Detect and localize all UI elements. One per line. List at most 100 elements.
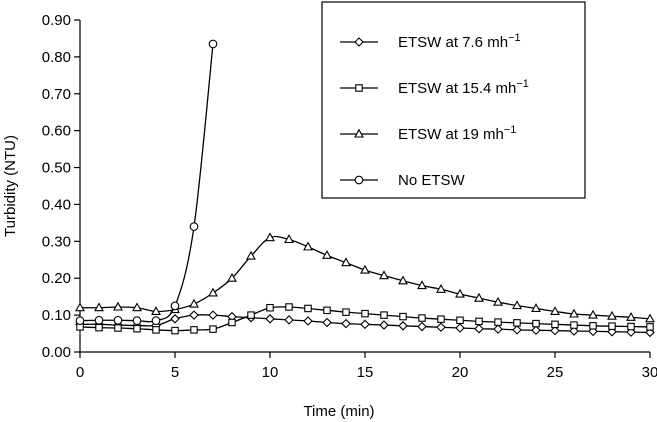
data-point bbox=[532, 319, 540, 328]
legend-label-superscript: −1 bbox=[516, 78, 529, 90]
data-point bbox=[322, 317, 332, 328]
data-point bbox=[645, 313, 655, 323]
x-tick-label: 30 bbox=[642, 364, 657, 381]
legend-label: No ETSW bbox=[398, 172, 466, 189]
data-point bbox=[75, 316, 85, 325]
data-point bbox=[417, 280, 427, 290]
data-point bbox=[531, 303, 541, 313]
data-point bbox=[436, 283, 446, 293]
x-axis-title: Time (min) bbox=[303, 403, 374, 420]
data-point bbox=[151, 306, 161, 315]
legend-marker bbox=[354, 175, 364, 185]
legend-label-text: No ETSW bbox=[398, 172, 466, 189]
series-diamond bbox=[75, 310, 655, 338]
data-point bbox=[189, 298, 199, 308]
data-point bbox=[227, 272, 237, 282]
y-tick-label: 0.20 bbox=[42, 270, 71, 287]
series-triangle bbox=[75, 232, 655, 323]
y-tick-label: 0.00 bbox=[42, 344, 71, 361]
data-point bbox=[303, 316, 313, 326]
data-point bbox=[550, 306, 560, 315]
series-circle bbox=[75, 39, 218, 325]
data-point bbox=[398, 321, 408, 331]
data-point bbox=[570, 321, 578, 329]
x-tick-label: 5 bbox=[171, 364, 179, 381]
data-point bbox=[209, 325, 217, 333]
legend-marker bbox=[354, 37, 364, 47]
legend-label: ETSW at 15.4 mh−1 bbox=[398, 78, 529, 97]
data-point bbox=[341, 257, 351, 267]
x-tick-label: 10 bbox=[262, 364, 279, 381]
y-tick-label: 0.70 bbox=[42, 86, 71, 103]
data-point bbox=[151, 316, 161, 325]
data-point bbox=[152, 326, 160, 334]
y-tick-label: 0.90 bbox=[42, 12, 71, 29]
legend-marker bbox=[354, 128, 364, 138]
y-tick-label: 0.80 bbox=[42, 49, 71, 66]
data-point bbox=[266, 303, 274, 312]
data-point bbox=[474, 323, 484, 334]
x-tick-label: 0 bbox=[76, 364, 84, 381]
data-point bbox=[512, 325, 522, 335]
data-point bbox=[113, 301, 123, 311]
data-point bbox=[171, 326, 179, 335]
data-point bbox=[95, 323, 103, 332]
data-point bbox=[303, 241, 313, 251]
data-point bbox=[114, 324, 122, 332]
data-point bbox=[190, 326, 198, 334]
data-point bbox=[436, 322, 446, 333]
data-point bbox=[132, 316, 142, 325]
data-point bbox=[113, 315, 123, 325]
legend-item: No ETSW bbox=[340, 172, 466, 189]
data-point bbox=[170, 301, 180, 311]
x-tick-label: 25 bbox=[547, 364, 564, 381]
data-point bbox=[265, 314, 275, 324]
data-point bbox=[493, 296, 503, 306]
legend-item: ETSW at 19 mh−1 bbox=[340, 124, 516, 143]
data-point bbox=[569, 308, 579, 318]
data-point bbox=[607, 310, 617, 320]
data-point bbox=[75, 302, 85, 312]
data-point bbox=[322, 250, 332, 259]
data-point bbox=[475, 317, 483, 326]
legend-label: ETSW at 19 mh−1 bbox=[398, 124, 516, 143]
series-line bbox=[79, 235, 651, 320]
data-point bbox=[398, 275, 408, 285]
data-point bbox=[379, 320, 389, 330]
y-axis-title: Turbidity (NTU) bbox=[2, 135, 19, 237]
data-point bbox=[399, 312, 407, 321]
data-point bbox=[626, 311, 636, 321]
data-point bbox=[189, 222, 199, 231]
data-point bbox=[170, 314, 180, 324]
data-point bbox=[247, 311, 255, 319]
data-point bbox=[627, 322, 635, 331]
legend-label-superscript: −1 bbox=[504, 124, 517, 136]
data-point bbox=[285, 303, 293, 311]
series-layer bbox=[75, 39, 655, 338]
legend-marker bbox=[355, 84, 363, 92]
ticks: 0 5 10 15 20 25 30 0.00 0.10 0.20 0.30 0.40 0.50 0.60… bbox=[42, 12, 657, 381]
data-point bbox=[361, 309, 369, 318]
data-point bbox=[341, 318, 351, 329]
data-point bbox=[589, 322, 597, 330]
data-point bbox=[246, 250, 256, 260]
data-point bbox=[284, 234, 294, 244]
y-tick-label: 0.40 bbox=[42, 196, 71, 213]
y-tick-label: 0.50 bbox=[42, 160, 71, 177]
data-point bbox=[360, 319, 370, 330]
data-point bbox=[208, 310, 218, 320]
data-point bbox=[569, 326, 579, 336]
data-point bbox=[456, 316, 464, 325]
data-point bbox=[284, 315, 294, 325]
series-square bbox=[76, 303, 654, 335]
data-point bbox=[474, 292, 484, 302]
data-point bbox=[646, 323, 654, 331]
data-point bbox=[342, 308, 350, 316]
y-tick-label: 0.60 bbox=[42, 123, 71, 140]
data-point bbox=[494, 318, 502, 326]
x-tick-label: 15 bbox=[357, 364, 374, 381]
data-point bbox=[323, 306, 331, 315]
data-point bbox=[208, 287, 218, 297]
data-point bbox=[455, 288, 465, 298]
